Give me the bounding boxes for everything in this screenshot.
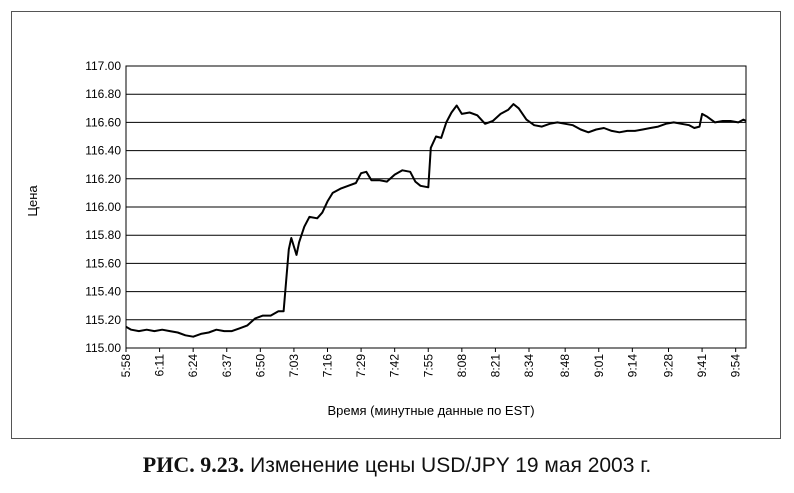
grid-lines <box>126 65 746 349</box>
x-tick-label: 8:08 <box>455 354 469 378</box>
x-tick-label: 8:48 <box>558 354 572 378</box>
series-line <box>125 103 747 338</box>
y-tick-label: 115.20 <box>85 313 121 327</box>
y-tick-label: 115.60 <box>85 256 121 270</box>
x-tick-label: 8:34 <box>522 354 536 378</box>
y-tick-label: 116.60 <box>85 115 121 129</box>
figure-title: Изменение цены USD/JPY 19 мая 2003 г. <box>250 454 652 477</box>
x-tick-label: 7:29 <box>354 354 368 378</box>
plot-area <box>125 65 747 349</box>
x-tick-label: 5:58 <box>119 354 133 378</box>
figure-number: РИС. 9.23. <box>142 452 245 477</box>
x-tick-label: 7:55 <box>421 354 435 378</box>
x-tick-label: 9:28 <box>662 354 676 378</box>
y-tick-label: 116.40 <box>85 144 121 158</box>
x-tick-label: 8:21 <box>488 354 502 378</box>
x-tick-label: 7:03 <box>287 354 301 378</box>
x-tick-label: 6:37 <box>220 354 234 378</box>
figure-caption: РИС. 9.23. Изменение цены USD/JPY 19 мая… <box>0 452 794 478</box>
chart-frame: 115.00 115.20 115.40 115.60 115.80 116.00 116.… <box>11 11 781 439</box>
x-tick-label: 6:11 <box>153 354 167 377</box>
y-tick-label: 116.00 <box>85 200 121 214</box>
x-tick-label: 6:50 <box>253 354 267 378</box>
x-tick-label: 9:41 <box>695 354 709 378</box>
y-tick-labels: 115.00 115.20 115.40 115.60 115.80 116.00 116.… <box>85 59 121 355</box>
x-tick-label: 7:16 <box>321 354 335 378</box>
y-axis-label: Цена <box>25 185 40 217</box>
y-tick-label: 115.80 <box>85 228 121 242</box>
x-tick-label: 7:42 <box>388 354 402 378</box>
y-tick-label: 116.20 <box>85 172 121 186</box>
chart: 115.00 115.20 115.40 115.60 115.80 116.00 116.… <box>25 59 747 418</box>
y-tick-label: 116.80 <box>85 87 121 101</box>
y-tick-label: 115.00 <box>85 341 121 355</box>
x-axis-label: Время (минутные данные по EST) <box>327 403 534 418</box>
y-tick-label: 115.40 <box>85 285 121 299</box>
x-tick-label: 9:54 <box>729 354 743 378</box>
x-tick-label: 9:01 <box>592 354 606 378</box>
x-tick-labels: 5:58 6:11 6:24 6:37 6:50 7:03 7:16 7:29 7:42 7:55… <box>119 348 743 377</box>
x-tick-label: 6:24 <box>186 354 200 378</box>
y-tick-label: 117.00 <box>85 59 121 73</box>
x-tick-label: 9:14 <box>625 354 639 378</box>
